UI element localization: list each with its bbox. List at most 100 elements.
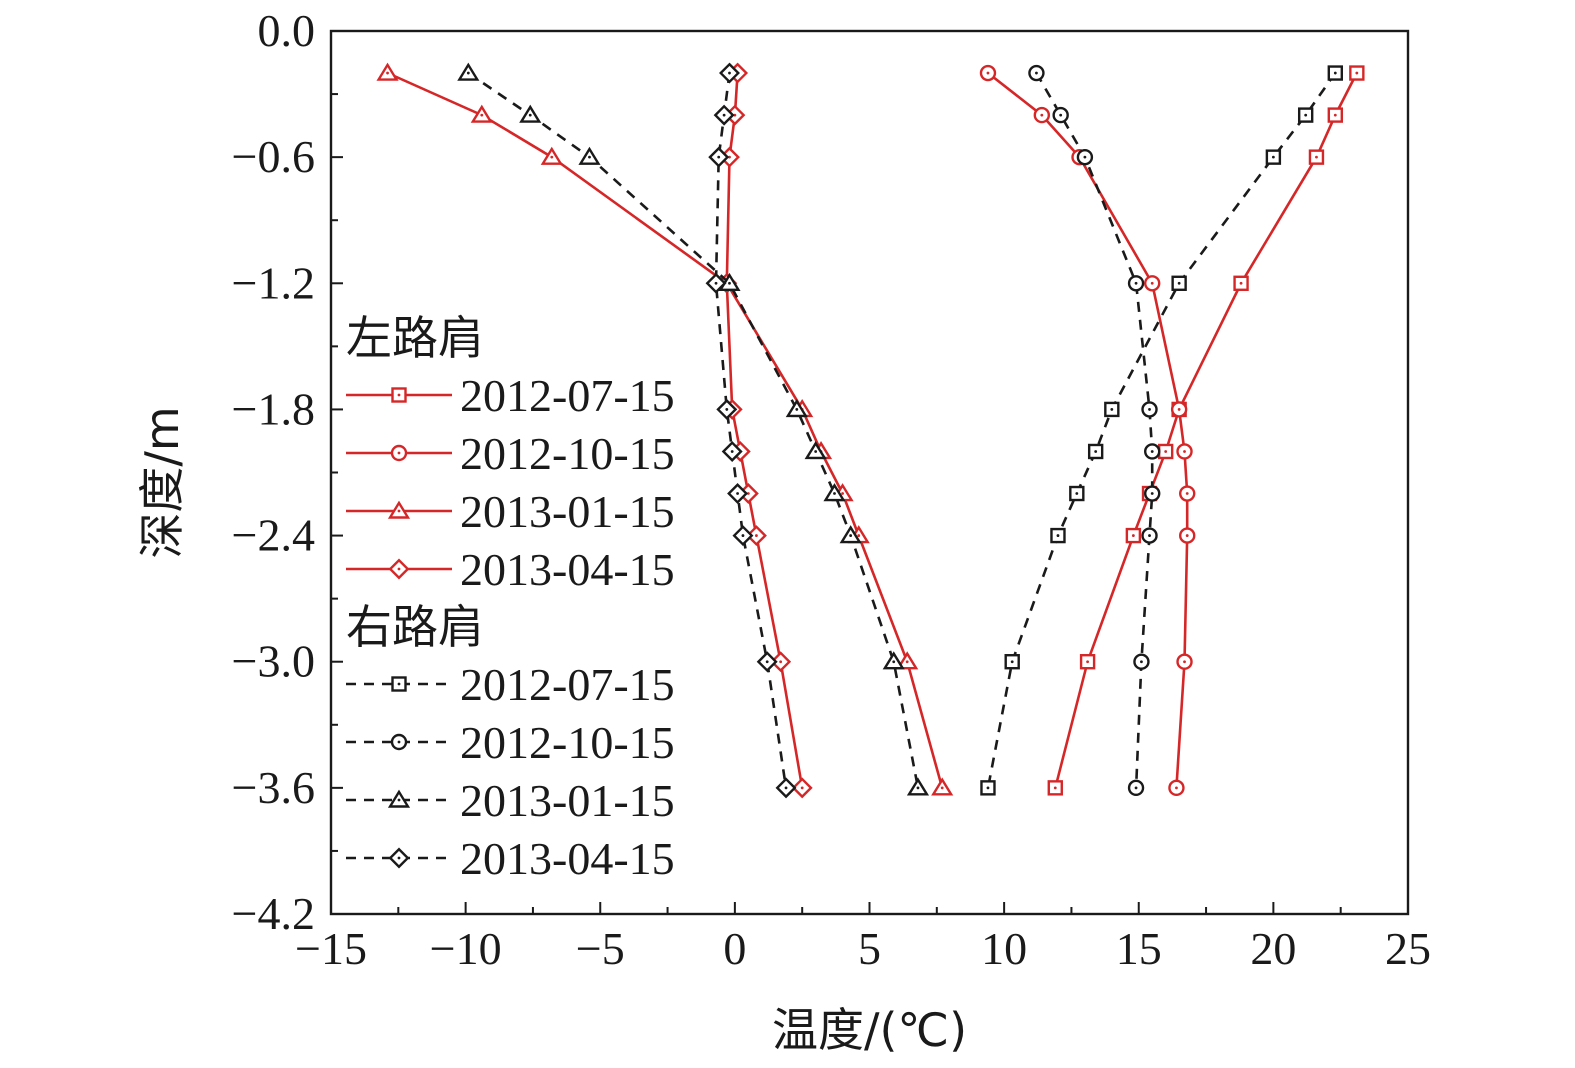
x-tick-label-3: 0 (723, 923, 746, 974)
data-point-1-3-9-center (784, 786, 788, 790)
data-point-0-1-0-center (986, 71, 990, 75)
data-point-0-1-8-center (1183, 660, 1186, 664)
data-point-0-1-6-center (1185, 492, 1189, 495)
data-point-0-2-1-center (480, 113, 484, 117)
data-point-1-3-6-center (736, 492, 739, 495)
legend-label-1-3: 2013-04-15 (460, 833, 675, 884)
series-line-0-3 (725, 72, 804, 789)
data-point-1-3-2-center (717, 155, 721, 159)
data-point-1-2-1-center (528, 113, 532, 117)
x-tick-label-4: 5 (858, 923, 881, 974)
data-point-1-0-8-center (1010, 660, 1014, 664)
data-point-1-3-3-center (714, 281, 718, 285)
legend: 左路肩2012-07-152012-10-152013-01-152013-04… (346, 311, 675, 884)
axes: −15 −10 −5 0 5 10 15 20 25 0.0 −0.6 −1.2 −1.8 −2.4 −3.… (135, 5, 1431, 1057)
data-point-0-1-3-center (1150, 281, 1154, 285)
data-point-1-3-0-center (728, 71, 731, 75)
data-point-1-2-4-center (795, 408, 799, 411)
series-line-1-1 (1035, 72, 1154, 788)
data-point-1-3-1-center (722, 113, 726, 117)
data-point-0-2-2-center (550, 155, 554, 159)
data-point-1-1-4-center (1148, 408, 1151, 411)
y-tick-label-1: −0.6 (232, 131, 315, 182)
data-point-1-0-9-center (986, 786, 990, 790)
y-tick-label-4: −2.4 (232, 510, 315, 561)
legend-marker-1-2-center (397, 798, 401, 802)
legend-label-1-2: 2013-01-15 (460, 775, 675, 826)
data-point-1-0-4-center (1110, 408, 1114, 411)
data-point-1-0-6-center (1075, 492, 1079, 495)
data-point-0-0-7-center (1131, 534, 1135, 537)
y-tick-label-7: −4.2 (232, 888, 315, 939)
plot-area (376, 62, 1365, 799)
legend-marker-1-1-center (397, 740, 401, 744)
x-tick-label-5: 10 (981, 923, 1027, 974)
data-point-0-1-1-center (1040, 113, 1044, 117)
data-point-1-1-5-center (1150, 450, 1154, 453)
data-point-1-0-7-center (1056, 534, 1060, 537)
data-point-0-2-7-center (857, 534, 861, 537)
data-point-1-0-0-center (1333, 71, 1337, 75)
data-point-1-3-5-center (730, 450, 734, 453)
data-point-0-3-7-center (755, 534, 758, 537)
y-tick-label-0: 0.0 (258, 5, 316, 56)
x-axis-title: 温度/(℃) (772, 1003, 967, 1057)
legend-group-title-1: 右路肩 (346, 600, 484, 654)
legend-label-1-0: 2012-07-15 (460, 659, 675, 710)
data-point-1-1-1-center (1059, 113, 1063, 117)
x-tick-label-6: 15 (1116, 923, 1162, 974)
x-tick-label-7: 20 (1250, 923, 1296, 974)
data-point-0-1-9-center (1175, 786, 1178, 790)
legend-marker-0-2-center (397, 509, 401, 513)
data-point-1-2-7-center (849, 534, 853, 537)
series-line-0-0 (1054, 72, 1358, 789)
y-axis-title: 深度/m (135, 406, 189, 558)
data-point-0-3-2-center (728, 155, 731, 159)
data-point-1-1-2-center (1083, 155, 1087, 159)
data-point-0-3-9-center (800, 786, 804, 790)
data-point-0-3-6-center (746, 492, 750, 495)
series-line-1-3 (714, 72, 788, 789)
data-point-1-1-9-center (1134, 786, 1138, 790)
y-tick-label-5: −3.0 (232, 636, 315, 687)
y-tick-label-3: −1.8 (232, 383, 315, 434)
legend-marker-1-3-center (397, 856, 401, 860)
data-point-1-3-8-center (765, 660, 769, 664)
legend-label-0-0: 2012-07-15 (460, 370, 675, 421)
data-point-1-3-4-center (725, 408, 729, 411)
data-point-0-1-7-center (1185, 534, 1189, 537)
data-point-0-0-1-center (1333, 113, 1337, 117)
x-tick-label-1: −10 (430, 923, 502, 974)
legend-marker-1-0-center (397, 682, 401, 686)
series-line-1-0 (986, 72, 1337, 789)
data-point-1-3-7-center (741, 534, 745, 537)
data-point-1-2-2-center (588, 155, 591, 159)
data-point-1-0-1-center (1304, 113, 1308, 117)
data-point-0-1-5-center (1183, 450, 1186, 453)
data-point-0-3-1-center (733, 113, 737, 117)
legend-group-title-0: 左路肩 (346, 311, 484, 365)
data-point-0-2-9-center (940, 786, 944, 790)
data-point-1-2-6-center (833, 492, 836, 495)
series-line-0-1 (987, 71, 1189, 788)
data-point-1-2-9-center (916, 786, 920, 790)
data-point-1-1-0-center (1035, 71, 1038, 75)
x-tick-label-2: −5 (576, 923, 625, 974)
data-point-1-0-2-center (1271, 155, 1275, 159)
data-point-0-0-3-center (1239, 281, 1243, 285)
legend-marker-0-3-center (397, 567, 401, 571)
data-point-1-1-8-center (1140, 660, 1143, 664)
data-point-1-1-7-center (1148, 534, 1151, 537)
data-point-1-2-0-center (466, 71, 470, 75)
legend-label-0-2: 2013-01-15 (460, 486, 675, 537)
y-tick-label-2: −1.2 (232, 257, 315, 308)
x-tick-label-0: −15 (295, 923, 367, 974)
data-point-1-2-5-center (814, 450, 818, 453)
data-point-0-1-4-center (1177, 408, 1181, 411)
data-point-0-0-8-center (1086, 660, 1089, 664)
y-tick-label-6: −3.6 (232, 762, 315, 813)
legend-marker-0-0-center (397, 393, 401, 397)
data-point-1-1-3-center (1134, 281, 1138, 285)
data-point-0-2-0-center (386, 71, 389, 75)
